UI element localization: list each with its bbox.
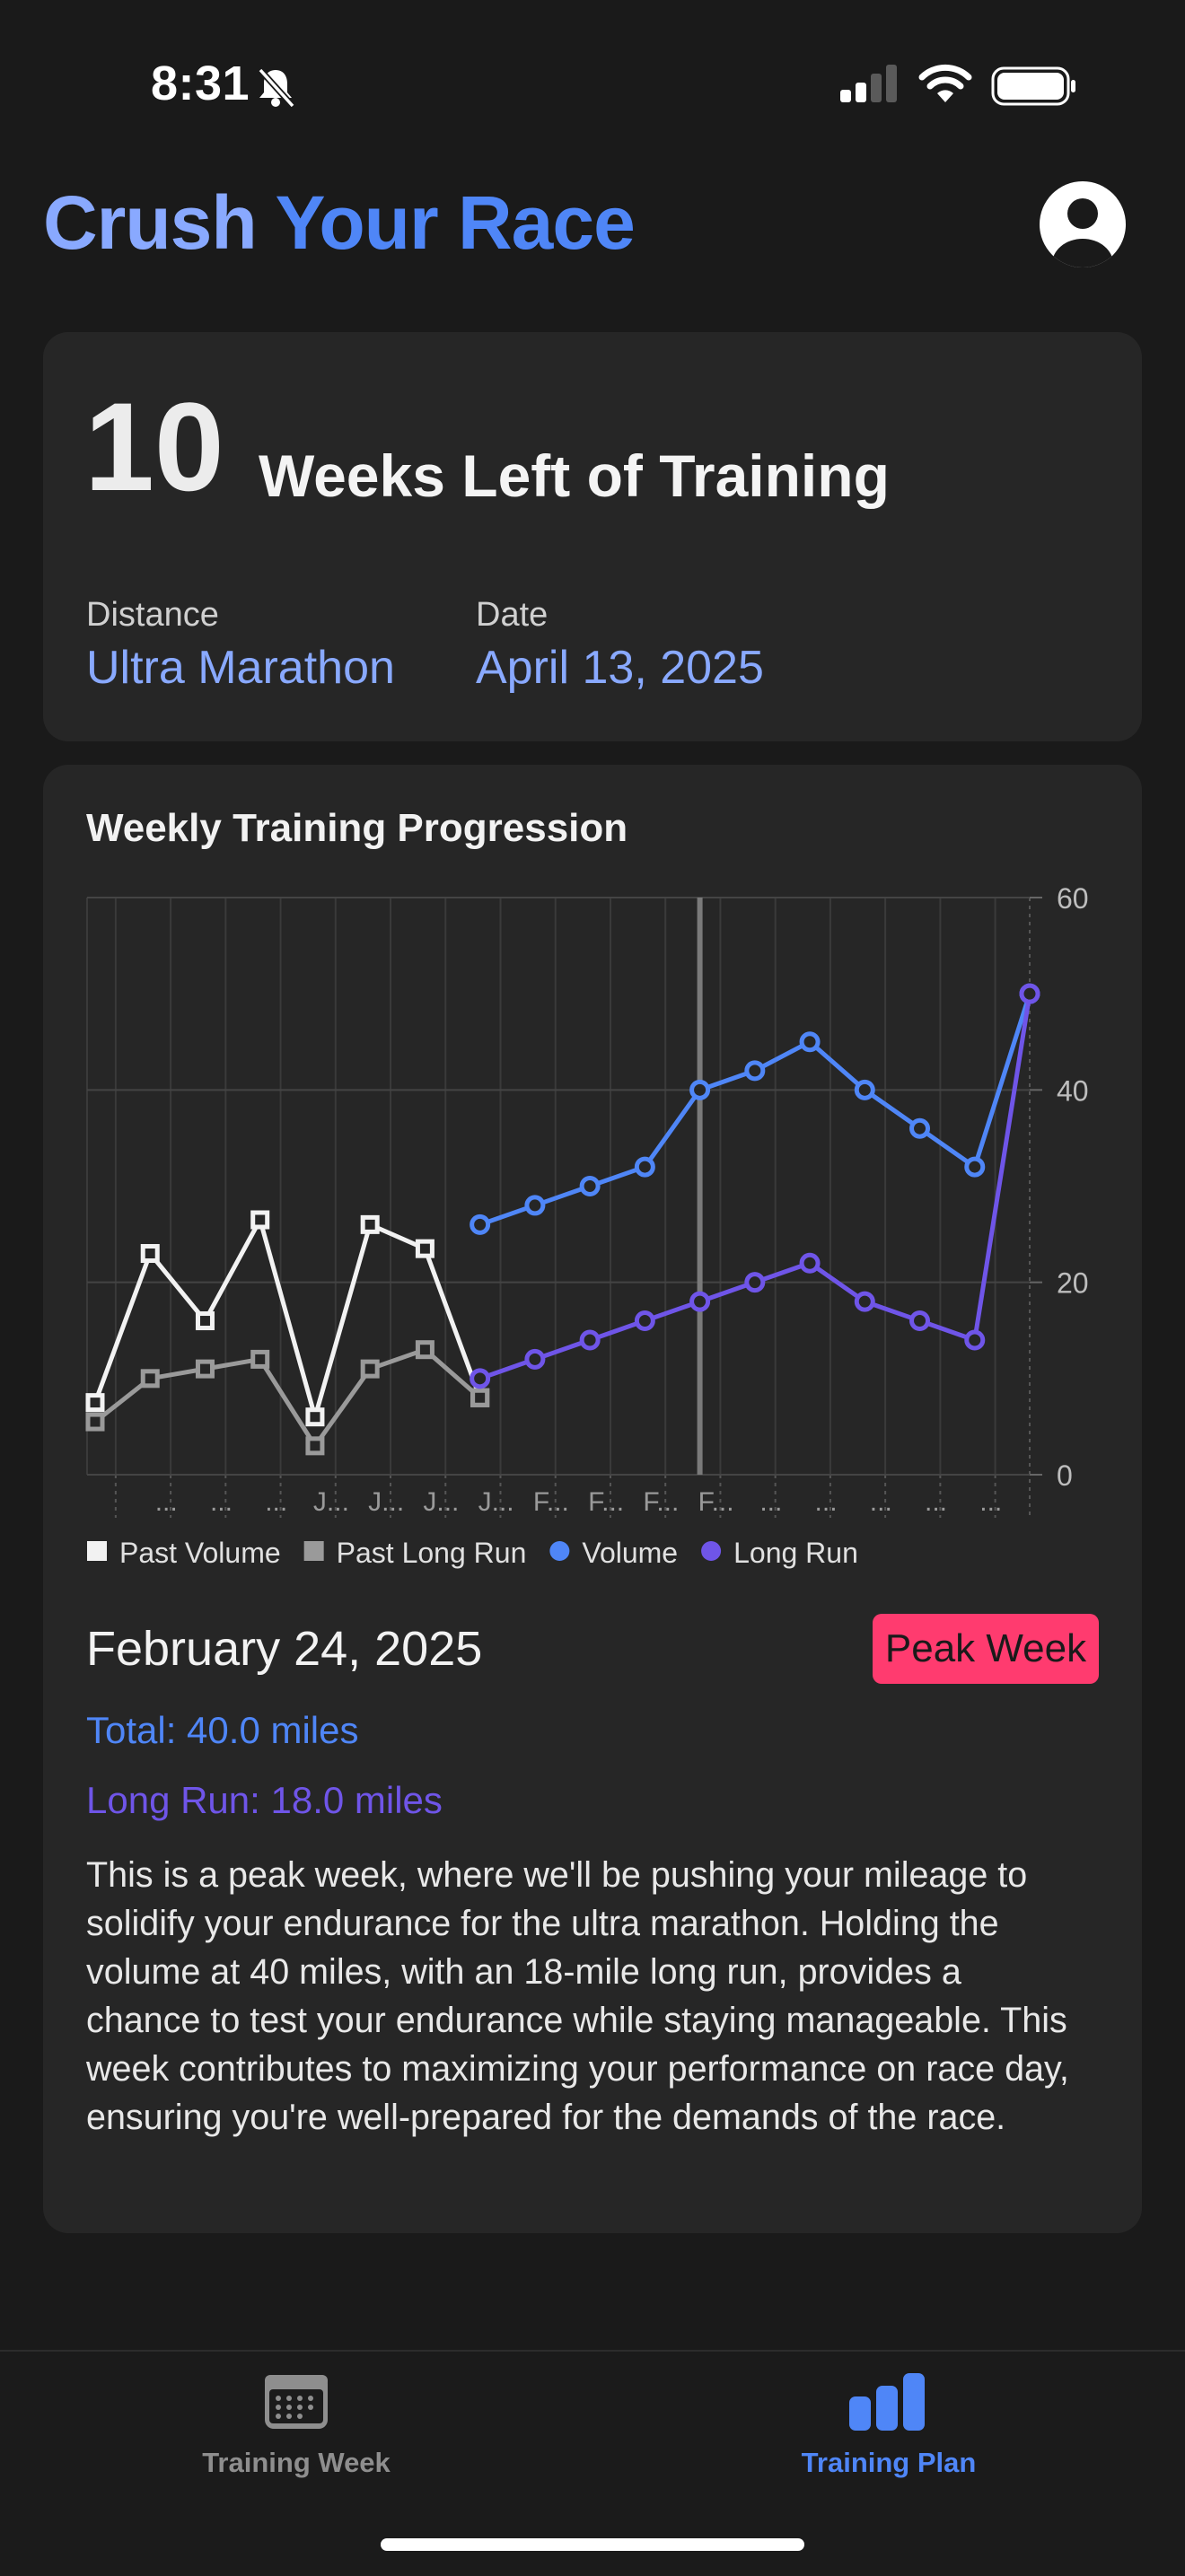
data-point-long-run — [689, 1291, 711, 1312]
selected-week-total: Total: 40.0 miles — [86, 1709, 359, 1751]
x-tick-label: ... — [870, 1487, 892, 1517]
tab-training-week[interactable]: Training Week — [202, 2447, 391, 2478]
series-line-volume — [478, 993, 1032, 1227]
x-tick-label: ... — [979, 1487, 1002, 1517]
data-point-past-volume — [140, 1244, 160, 1264]
data-point-volume — [744, 1060, 766, 1082]
data-point-volume — [689, 1079, 711, 1100]
app-title: Crush Your Race — [43, 180, 636, 267]
data-point-past-volume — [85, 1393, 105, 1413]
summary-card — [43, 332, 1142, 741]
data-point-past-volume — [250, 1210, 270, 1230]
home-indicator — [381, 2538, 804, 2551]
weeks-left-label: Weeks Left of Training — [259, 442, 890, 509]
x-tick-label: ... — [815, 1487, 838, 1517]
battery-icon — [991, 66, 1075, 106]
x-tick-label: F... — [643, 1487, 679, 1517]
y-tick-label: 20 — [1057, 1267, 1089, 1300]
weeks-left-number: 10 — [84, 376, 224, 517]
x-tick-label: J... — [423, 1487, 459, 1517]
status-time: 8:31 — [151, 57, 250, 110]
data-point-volume — [964, 1156, 986, 1178]
x-tick-label: J... — [478, 1487, 514, 1517]
y-tick-label: 0 — [1057, 1459, 1073, 1492]
legend-label-long-run: Long Run — [733, 1537, 858, 1569]
distance-value: Ultra Marathon — [86, 642, 395, 694]
data-point-long-run — [744, 1272, 766, 1293]
app-title-part1: Crush — [43, 180, 258, 265]
legend-label-past-volume: Past Volume — [119, 1537, 281, 1569]
data-point-volume — [579, 1176, 601, 1196]
chart-title: Weekly Training Progression — [86, 806, 628, 850]
data-point-past-long-run — [140, 1369, 160, 1389]
data-point-past-long-run — [360, 1359, 380, 1379]
data-point-long-run — [1019, 983, 1040, 1004]
data-point-volume — [524, 1195, 546, 1216]
data-point-volume — [634, 1156, 655, 1178]
legend-swatch-past-volume — [87, 1541, 107, 1561]
legend-swatch-long-run — [701, 1541, 722, 1561]
data-point-long-run — [470, 1368, 491, 1389]
data-point-long-run — [909, 1310, 931, 1332]
tab-training-plan[interactable]: Training Plan — [801, 2447, 977, 2478]
data-point-volume — [470, 1214, 491, 1235]
data-point-past-volume — [360, 1214, 380, 1234]
data-point-volume — [854, 1079, 875, 1100]
legend-swatch-volume — [549, 1541, 570, 1561]
selected-week-long-run: Long Run: 18.0 miles — [86, 1779, 443, 1821]
y-tick-label: 40 — [1057, 1074, 1089, 1107]
data-point-long-run — [524, 1348, 546, 1370]
data-point-past-long-run — [470, 1388, 490, 1407]
x-tick-label: ... — [265, 1487, 287, 1517]
data-point-past-long-run — [250, 1349, 270, 1369]
data-point-past-volume — [305, 1407, 325, 1427]
data-point-past-long-run — [415, 1340, 434, 1360]
x-tick-label: ... — [210, 1487, 233, 1517]
cellular-signal-icon — [840, 65, 897, 102]
series-line-long-run — [478, 993, 1032, 1381]
data-point-past-long-run — [195, 1359, 215, 1379]
y-tick-label: 60 — [1057, 882, 1089, 915]
x-tick-label: F... — [533, 1487, 569, 1517]
data-point-long-run — [854, 1291, 875, 1312]
x-tick-label: ... — [155, 1487, 178, 1517]
x-tick-label: J... — [368, 1487, 404, 1517]
legend-label-past-long-run: Past Long Run — [337, 1537, 527, 1569]
data-point-long-run — [799, 1252, 821, 1274]
peak-week-badge: Peak Week — [873, 1614, 1099, 1684]
date-value: April 13, 2025 — [476, 642, 764, 694]
person-circle-icon[interactable] — [1040, 181, 1126, 267]
data-point-long-run — [964, 1329, 986, 1351]
x-tick-label: F... — [588, 1487, 624, 1517]
selected-week-date: February 24, 2025 — [86, 1622, 483, 1676]
data-point-volume — [909, 1117, 931, 1139]
data-point-long-run — [634, 1310, 655, 1332]
legend-label-volume: Volume — [582, 1537, 678, 1569]
distance-label: Distance — [86, 596, 219, 634]
app-title-part2: Your Race — [275, 180, 636, 265]
bar-chart-icon[interactable] — [846, 2370, 928, 2432]
x-tick-label: J... — [313, 1487, 349, 1517]
training-progression-chart[interactable]: 0 20 40 60......... J... J... J... J... F... F...… — [0, 0, 1185, 1598]
x-tick-label: ... — [759, 1487, 782, 1517]
data-point-volume — [799, 1031, 821, 1053]
x-tick-label: ... — [925, 1487, 947, 1517]
wifi-icon — [918, 64, 972, 102]
date-label: Date — [476, 596, 549, 634]
tab-bar — [0, 2350, 1185, 2576]
series-line-past-long-run — [93, 1347, 482, 1449]
bell-slash-icon — [258, 67, 295, 109]
data-point-past-long-run — [305, 1436, 325, 1456]
legend-swatch-past-long-run — [303, 1541, 324, 1561]
data-point-past-volume — [415, 1239, 434, 1258]
calendar-icon[interactable] — [262, 2370, 330, 2432]
data-point-past-volume — [195, 1311, 215, 1331]
selected-week-description: This is a peak week, where we'll be push… — [86, 1855, 1069, 2137]
x-tick-label: F... — [698, 1487, 734, 1517]
data-point-long-run — [579, 1329, 601, 1351]
data-point-past-long-run — [85, 1412, 105, 1432]
